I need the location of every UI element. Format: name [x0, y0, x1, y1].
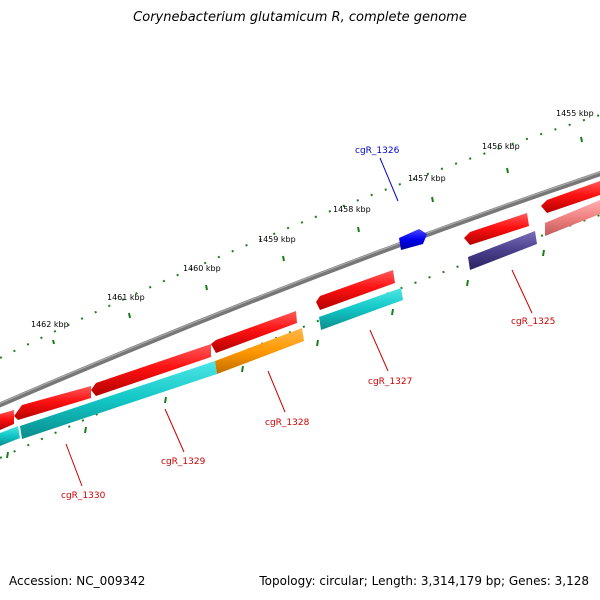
- ruler-label-1462: 1462 kbp: [31, 320, 69, 329]
- feature-arrow-pink[interactable]: [545, 200, 600, 236]
- ruler-label-1461: 1461 kbp: [107, 293, 145, 302]
- feature-arrow-cgR_1329-fwd[interactable]: [14, 386, 91, 420]
- label-leaders: [65, 157, 533, 487]
- genome-backbone: [0, 171, 600, 408]
- feature-bar-cyan-left[interactable]: [0, 426, 20, 446]
- feature-arrow-a[interactable]: [91, 344, 211, 396]
- gene-label-cgR_1330[interactable]: cgR_1330: [61, 491, 106, 501]
- gene-label-cgR_1329[interactable]: cgR_1329: [161, 457, 206, 467]
- gene-label-cgR_1327[interactable]: cgR_1327: [368, 377, 412, 387]
- feature-bar-cyan-mid[interactable]: [20, 361, 217, 439]
- feature-arrow-b[interactable]: [541, 181, 600, 213]
- topology-text: Topology: circular; Length: 3,314,179 bp…: [259, 574, 589, 588]
- feature-arrow-cgR_1325-fwd[interactable]: [464, 213, 529, 245]
- ruler-label-1455: 1455 kbp: [556, 109, 594, 118]
- gene-label-cgR_1328[interactable]: cgR_1328: [265, 418, 310, 428]
- inner-ruler-major-ticks: [6, 249, 545, 459]
- map-title: Corynebacterium glutamicum R, complete g…: [133, 10, 467, 25]
- feature-bar-cyan-right[interactable]: [319, 288, 403, 330]
- ruler-label-1456: 1456 kbp: [482, 142, 520, 151]
- feature-arrow-blue[interactable]: [399, 229, 427, 250]
- feature-arrow-cgR_1327-fwd[interactable]: [316, 270, 395, 310]
- forward-strand-features: [0, 181, 600, 430]
- outer-ruler-major-ticks: [52, 136, 583, 345]
- ruler-label-1459: 1459 kbp: [258, 235, 296, 244]
- feature-arrow-cgR_1328-fwd[interactable]: [211, 311, 297, 353]
- feature-bar-orange[interactable]: [215, 328, 304, 374]
- reverse-strand-features: [0, 229, 537, 446]
- ruler-label-1457: 1457 kbp: [408, 174, 446, 183]
- feature-bar-navy[interactable]: [468, 231, 537, 270]
- feature-arrow-cgR_1330-fwd[interactable]: [0, 410, 14, 430]
- outer-ruler-arc: [0, 114, 600, 359]
- gene-label-cgR_1326[interactable]: cgR_1326: [355, 146, 400, 156]
- ruler-label-1458: 1458 kbp: [333, 205, 371, 214]
- gene-label-cgR_1325[interactable]: cgR_1325: [511, 317, 555, 327]
- ruler-label-1460: 1460 kbp: [183, 264, 221, 273]
- accession-text: Accession: NC_009342: [9, 574, 146, 588]
